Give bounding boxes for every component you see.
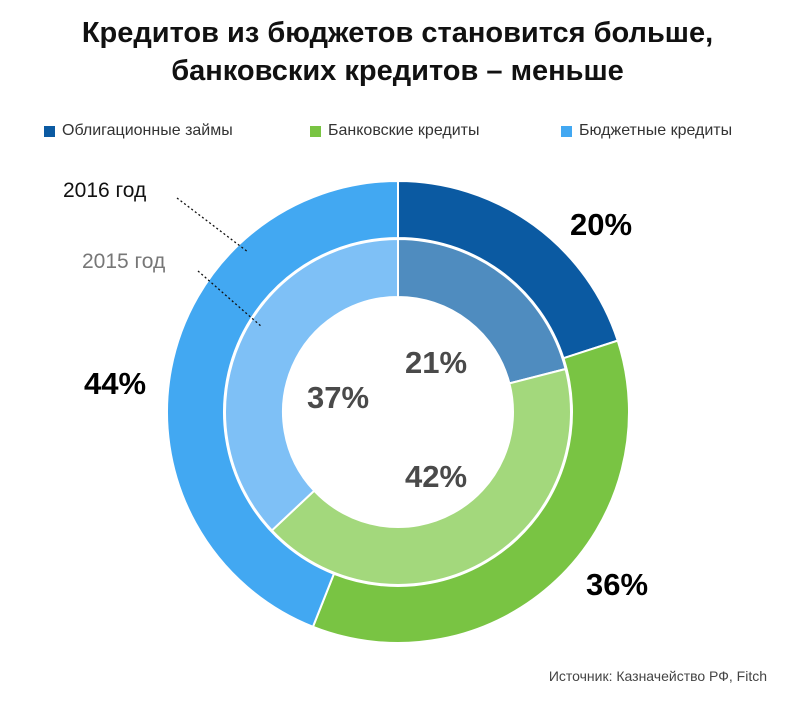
inner-label-bonds: 21% [405,345,467,380]
legend-swatch-bank-loans [310,125,321,137]
legend-swatch-budget-loans [561,125,572,137]
inner-slice-budget-loans [223,237,399,532]
chart-title-line-2: банковских кредитов – меньше [171,55,624,87]
source-note: Источник: Казначейство РФ, Fitch [548,668,767,684]
legend-item-bonds: Облигационные займы [44,122,233,140]
leader-line-2016 [176,197,249,253]
chart-title: Кредитов из бюджетов становится больше, … [0,14,795,90]
outer-label-budget-loans: 44% [84,366,146,401]
legend-label-budget-loans: Бюджетные кредиты [579,122,733,139]
inner-slice-bank-loans [270,367,572,587]
ring-label-2015: 2015 год [82,250,165,273]
legend-label-bonds: Облигационные займы [62,122,233,139]
outer-label-bank-loans: 36% [586,567,648,602]
chart-title-line-1: Кредитов из бюджетов становится больше, [81,17,714,49]
legend-swatch-bonds [44,125,55,137]
ring-label-2016: 2016 год [63,179,146,202]
legend-label-bank-loans: Банковские кредиты [328,122,480,139]
outer-label-bonds: 20% [570,207,632,242]
inner-label-budget-loans: 37% [307,380,369,415]
legend-item-budget-loans: Бюджетные кредиты [561,122,732,140]
inner-label-bank-loans: 42% [405,459,467,494]
legend-item-bank-loans: Банковские кредиты [310,122,479,140]
legend: Облигационные займы Банковские кредиты Б… [0,122,795,144]
leader-line-2015 [197,270,263,328]
inner-ring-2015 [223,237,572,587]
